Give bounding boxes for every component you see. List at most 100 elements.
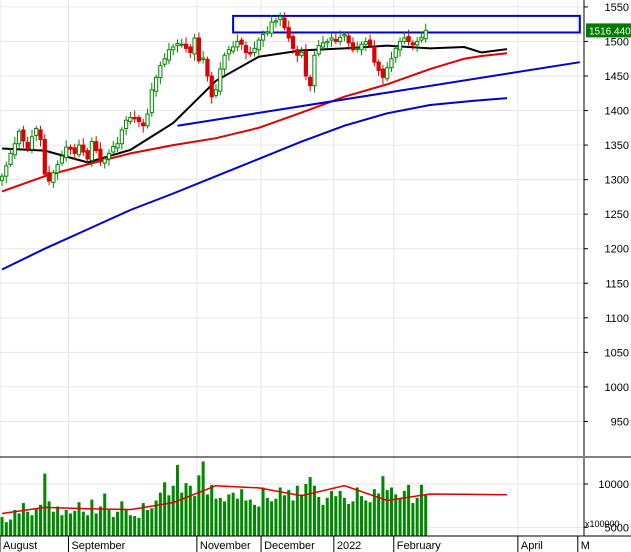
volume-bar [265, 497, 269, 536]
candle-body [98, 148, 103, 163]
volume-bar [64, 510, 68, 536]
candle-body [158, 65, 163, 78]
trend-lines [177, 61, 580, 127]
moving-average-line [1, 44, 508, 164]
candle-body [252, 47, 257, 54]
candle-body [85, 150, 90, 160]
candle-body [256, 39, 261, 51]
volume-bar [21, 503, 25, 536]
volume-bar [30, 515, 34, 536]
candle-body [106, 152, 112, 160]
volume-moving-average [1, 484, 508, 515]
candle-body [8, 152, 13, 165]
candle-body [226, 49, 231, 55]
volume-bar [274, 498, 278, 536]
volume-bar [197, 475, 201, 536]
volume-bar [364, 500, 368, 536]
price-tick-label: 1350 [605, 140, 629, 152]
resistance-box [232, 14, 581, 34]
volume-bar [407, 484, 411, 536]
volume-bar [120, 501, 124, 536]
volume-bar [419, 484, 423, 536]
moving-average-line [1, 97, 508, 271]
candle-body [308, 76, 313, 87]
volume-bar [342, 497, 346, 536]
volume-bar [17, 513, 21, 536]
volume-bar [223, 501, 227, 536]
candle-body [17, 130, 22, 145]
candle-body [196, 37, 201, 62]
volume-bar [158, 492, 162, 536]
candle-body [265, 31, 270, 34]
volume-bar [338, 490, 342, 536]
volume-bar [86, 515, 90, 536]
volume-bar [257, 506, 261, 536]
candle-body [367, 39, 373, 47]
candle-body [213, 89, 219, 96]
candle-body [278, 16, 283, 20]
volume-bar [128, 515, 132, 536]
volume-unit-label: x100000 [585, 519, 620, 529]
price-panel: 950 1000 1050 1100 1150 1200 1250 1300 1350 1400 1… [0, 0, 631, 536]
volume-bar [90, 499, 94, 536]
month-label: 2022 [337, 540, 361, 552]
candle-body [0, 175, 5, 181]
volume-bar [394, 494, 398, 536]
price-tick-label: 1550 [605, 2, 629, 14]
candle-body [34, 128, 39, 136]
candle-body [372, 46, 377, 63]
volume-bar [81, 511, 85, 536]
candle-body [329, 37, 334, 41]
volume-bar [68, 513, 72, 536]
volume-bar [261, 487, 265, 536]
candle-body [25, 141, 30, 150]
volume-bar [385, 490, 389, 536]
volume-bar [98, 506, 102, 536]
candle-body [222, 54, 227, 70]
candle-body [385, 67, 390, 80]
candle-body [175, 43, 180, 47]
volume-bar [180, 492, 184, 536]
volume-bar [39, 504, 43, 536]
volume-bar [240, 489, 244, 536]
candle-body [179, 43, 184, 46]
price-tick-label: 1200 [605, 244, 629, 256]
candle-body [363, 40, 368, 45]
candle-body [320, 42, 326, 48]
volume-bar [398, 497, 402, 536]
candle-body [303, 50, 308, 77]
volume-bar [188, 485, 192, 536]
volume-bar [231, 492, 235, 536]
volume-bar [270, 501, 274, 536]
volume-bar [325, 497, 329, 536]
candle-body [316, 45, 321, 55]
candle-body [397, 40, 403, 51]
price-axis: 950 1000 1050 1100 1150 1200 1250 1300 1350 1400 1… [584, 2, 629, 428]
volume-bar [368, 502, 372, 536]
volume-bar [13, 510, 17, 536]
price-tick-label: 1100 [605, 313, 629, 325]
candle-body [166, 49, 172, 61]
volume-bar [355, 487, 359, 536]
volume-bar [227, 494, 231, 536]
volume-bar [248, 499, 252, 536]
candle-body [55, 163, 60, 174]
volume-tick-label: 5000 [605, 522, 629, 534]
month-label: August [3, 540, 37, 552]
volume-bar [141, 503, 145, 536]
volume-bar [133, 516, 137, 536]
candle-body [171, 46, 176, 51]
candle-body [350, 42, 356, 51]
volume-bar [43, 473, 47, 536]
volume-bar [184, 483, 188, 536]
candle-body [42, 139, 47, 175]
price-tick-label: 1400 [605, 106, 629, 118]
volume-bar [111, 516, 115, 536]
candle-body [29, 136, 35, 150]
price-tick-label: 1050 [605, 347, 629, 359]
volume-bar [193, 496, 197, 536]
candle-body [94, 141, 99, 152]
candle-body [76, 144, 82, 156]
volume-bar [34, 509, 38, 536]
candle-body [4, 165, 9, 177]
